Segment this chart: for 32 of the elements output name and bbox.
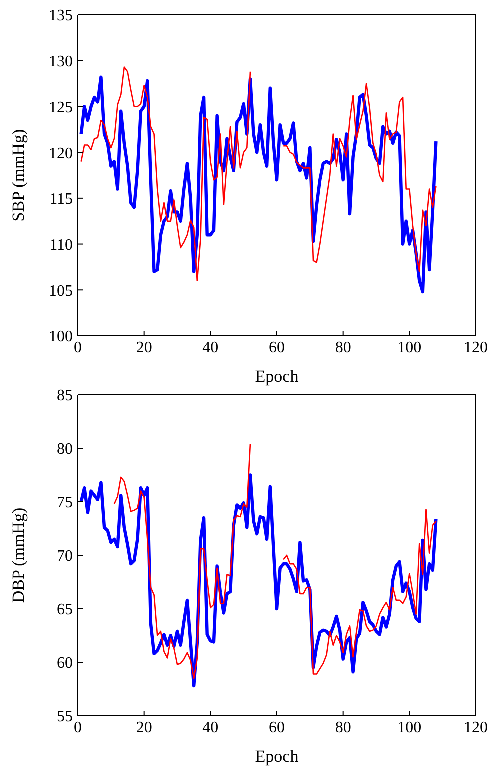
x-tick-label: 40	[202, 719, 219, 736]
x-axis-title: Epoch	[255, 747, 300, 766]
y-tick-label: 80	[57, 441, 73, 458]
y-tick-label: 60	[57, 655, 73, 672]
x-tick-label: 120	[464, 339, 488, 356]
y-tick-label: 115	[50, 191, 73, 208]
x-tick-label: 100	[398, 339, 422, 356]
x-tick-label: 80	[335, 339, 352, 356]
y-tick-label: 110	[50, 236, 73, 254]
y-tick-label: 130	[49, 54, 73, 71]
x-tick-label: 20	[136, 339, 152, 356]
y-axis-title: SBP (mmHg)	[9, 129, 28, 222]
y-tick-label: 105	[49, 282, 73, 300]
x-tick-label: 80	[335, 719, 352, 736]
x-tick-label: 60	[269, 339, 285, 356]
x-tick-label: 100	[398, 719, 422, 736]
x-axis-title: Epoch	[255, 367, 300, 386]
y-tick-label: 55	[57, 708, 73, 726]
x-tick-label: 120	[464, 719, 488, 736]
x-tick-label: 60	[269, 719, 285, 736]
y-tick-label: 85	[57, 388, 73, 405]
x-tick-label: 20	[136, 719, 152, 736]
y-tick-label: 135	[49, 8, 73, 25]
x-tick-label: 40	[202, 339, 219, 356]
y-tick-label: 125	[49, 99, 73, 116]
x-tick-label: 0	[74, 719, 82, 736]
x-tick-label: 0	[74, 339, 82, 356]
y-tick-label: 70	[57, 548, 73, 566]
y-tick-label: 65	[57, 602, 73, 619]
y-tick-label: 120	[49, 145, 73, 162]
y-axis-title: DBP (mmHg)	[9, 508, 28, 604]
y-tick-label: 75	[57, 494, 73, 512]
